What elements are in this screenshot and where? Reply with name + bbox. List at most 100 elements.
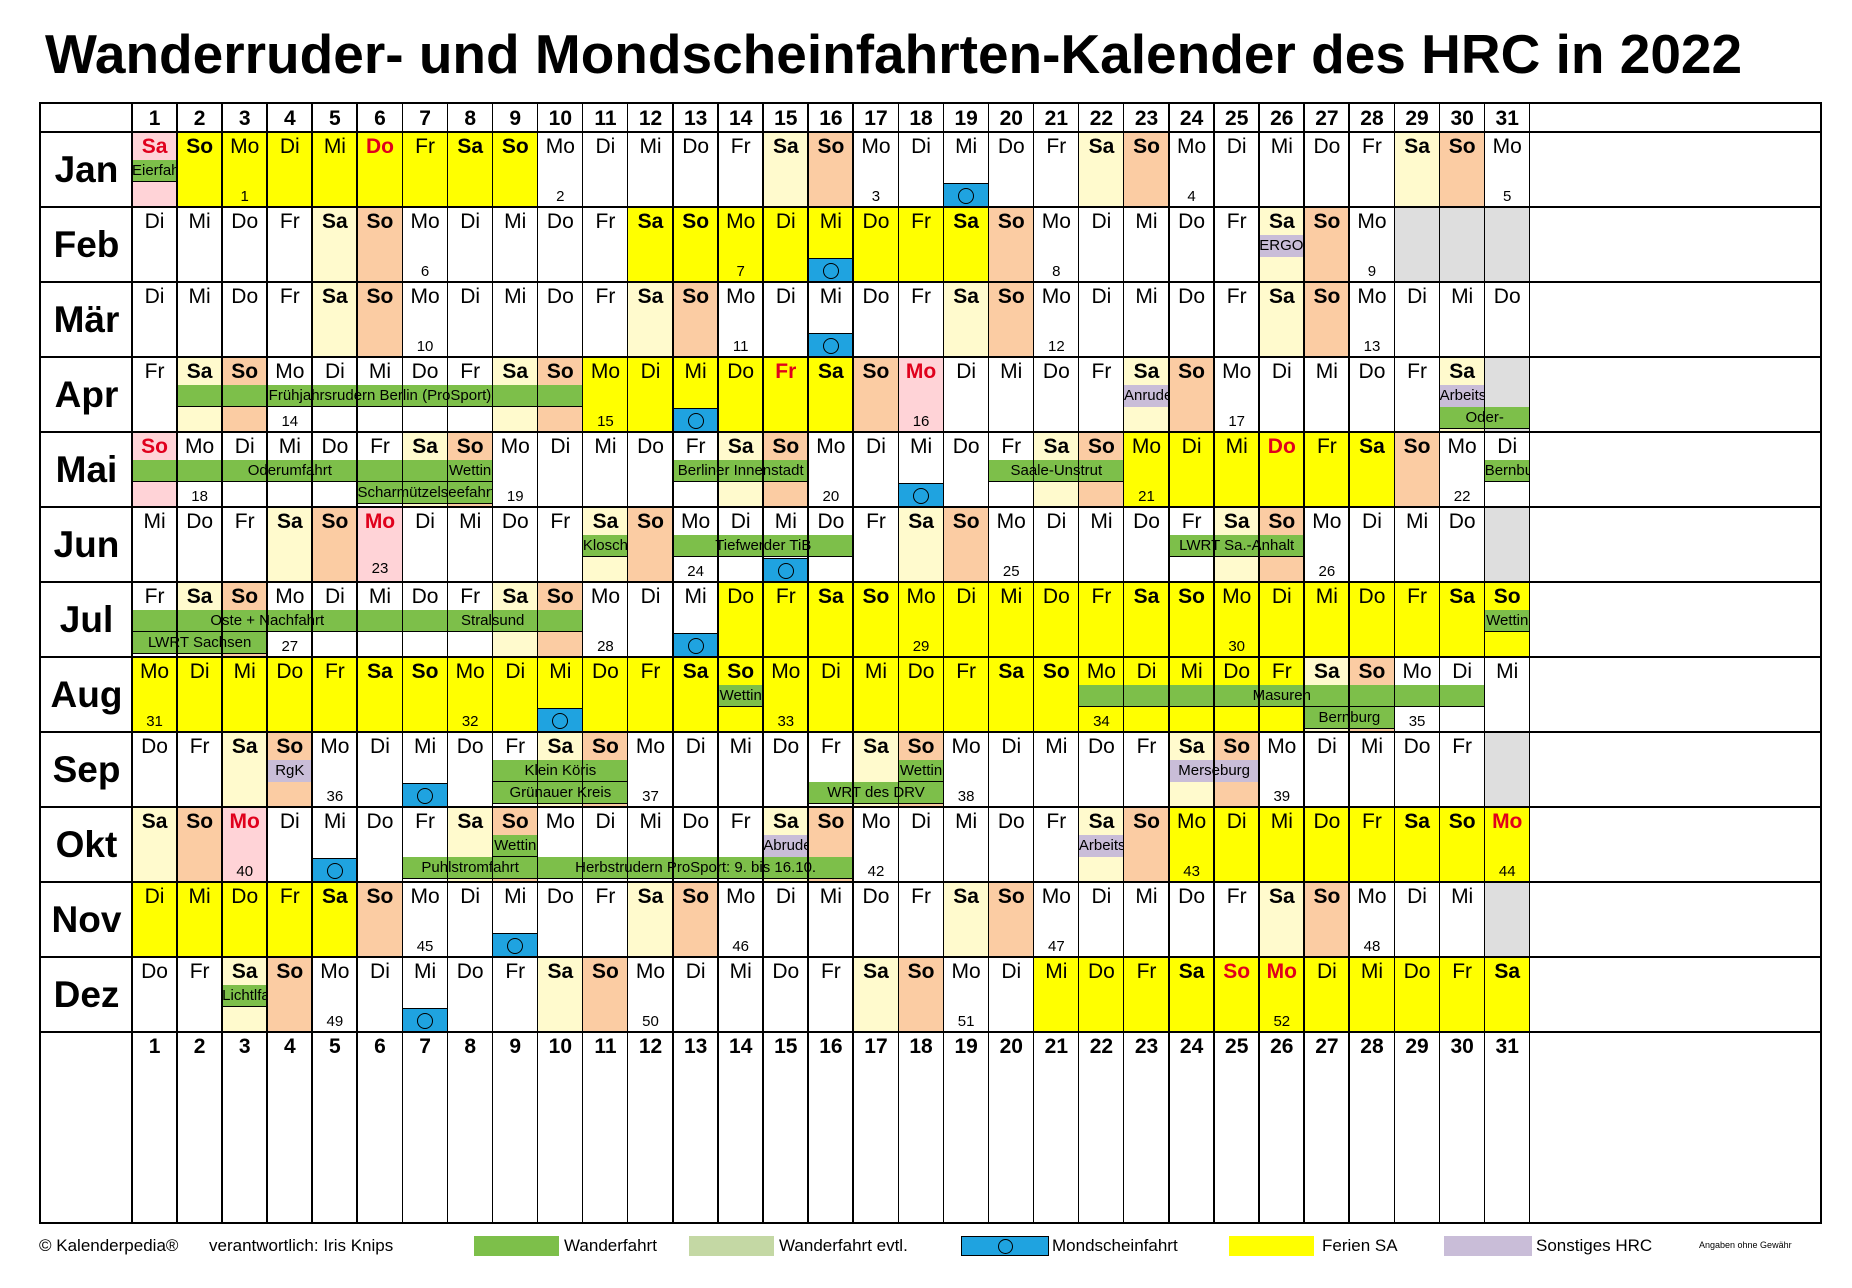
day-cell[interactable]: Sa — [312, 207, 358, 282]
day-cell[interactable]: Di — [1259, 357, 1305, 432]
day-cell[interactable]: Mo 37 — [627, 732, 674, 807]
day-cell[interactable]: Sa — [312, 282, 358, 357]
day-cell[interactable]: Fr — [898, 207, 944, 282]
day-cell[interactable]: Fr — [582, 882, 628, 957]
day-cell[interactable]: Sa — [898, 507, 944, 582]
day-cell[interactable]: Sa — [808, 582, 854, 657]
day-cell[interactable]: Di — [673, 732, 719, 807]
day-cell[interactable]: Mo 11 — [718, 282, 764, 357]
event-bar[interactable]: RgK — [267, 760, 313, 782]
day-cell[interactable]: So — [988, 882, 1034, 957]
day-cell[interactable]: So — [1169, 582, 1215, 657]
day-cell[interactable]: Sa — [627, 282, 674, 357]
day-cell[interactable]: Mo 28 — [582, 582, 628, 657]
event-bar[interactable]: Grünauer Kreis — [492, 782, 628, 804]
day-cell[interactable]: Fr — [402, 132, 448, 207]
day-cell[interactable]: Fr — [763, 357, 809, 432]
day-cell[interactable]: Fr — [1033, 807, 1079, 882]
day-cell[interactable]: Sa — [1259, 882, 1305, 957]
day-cell[interactable]: Do — [177, 507, 223, 582]
day-cell[interactable]: Sa — [267, 507, 313, 582]
day-cell[interactable]: Do — [988, 807, 1034, 882]
day-cell[interactable]: Mo 36 — [312, 732, 358, 807]
event-bar[interactable]: Herbstrudern ProSport: 9. bis 16.10. — [537, 857, 854, 879]
event-bar[interactable]: Eierfahrt — [132, 160, 178, 182]
day-cell[interactable]: So — [357, 882, 403, 957]
day-cell[interactable]: Fr — [718, 132, 764, 207]
day-cell[interactable]: Mo 44 — [1484, 807, 1530, 882]
day-cell[interactable]: Mo 12 — [1033, 282, 1079, 357]
day-cell[interactable]: Di — [763, 282, 809, 357]
day-cell[interactable]: So — [177, 132, 223, 207]
day-cell[interactable]: Do — [1123, 507, 1170, 582]
day-cell[interactable]: Fr — [1214, 882, 1260, 957]
day-cell[interactable]: Sa — [627, 882, 674, 957]
day-cell[interactable]: Fr — [1033, 132, 1079, 207]
day-cell[interactable]: Mo 26 — [1304, 507, 1350, 582]
day-cell[interactable]: Fr — [132, 357, 178, 432]
event-bar[interactable]: Saale-Unstrut — [988, 460, 1124, 482]
day-cell[interactable]: Mo 47 — [1033, 882, 1079, 957]
day-cell[interactable]: Fr — [1214, 282, 1260, 357]
day-cell[interactable]: Sa — [1394, 132, 1440, 207]
event-bar[interactable]: Bernbur — [1484, 460, 1530, 482]
event-bar[interactable]: Wettin — [447, 460, 493, 482]
day-cell[interactable]: Sa — [853, 957, 899, 1032]
day-cell[interactable]: Do — [357, 132, 403, 207]
day-cell[interactable]: Fr — [492, 957, 538, 1032]
day-cell[interactable]: Sa — [1078, 132, 1124, 207]
day-cell[interactable]: So — [312, 507, 358, 582]
day-cell[interactable]: Do — [853, 882, 899, 957]
day-cell[interactable]: Mo 21 — [1123, 432, 1170, 507]
day-cell[interactable]: Mi — [492, 282, 538, 357]
day-cell[interactable]: So — [1439, 807, 1485, 882]
day-cell[interactable]: Fr — [1214, 207, 1260, 282]
day-cell[interactable]: Do — [222, 282, 268, 357]
day-cell[interactable]: So — [988, 282, 1034, 357]
day-cell[interactable]: So — [673, 882, 719, 957]
day-cell[interactable]: Sa — [1259, 282, 1305, 357]
day-cell[interactable]: Do — [1169, 282, 1215, 357]
day-cell[interactable]: Di — [537, 432, 583, 507]
day-cell[interactable]: Fr — [898, 882, 944, 957]
day-cell[interactable]: Mo 8 — [1033, 207, 1079, 282]
day-cell[interactable]: Mi — [132, 507, 178, 582]
event-bar[interactable]: Wettin — [718, 685, 764, 707]
day-cell[interactable]: Do — [1349, 582, 1395, 657]
day-cell[interactable]: Sa — [1484, 957, 1530, 1032]
day-cell[interactable]: Mi — [1259, 132, 1305, 207]
day-cell[interactable]: Do — [853, 282, 899, 357]
day-cell[interactable]: Di — [357, 957, 403, 1032]
day-cell[interactable]: Sa — [988, 657, 1034, 732]
day-cell[interactable]: Mi — [177, 207, 223, 282]
day-cell[interactable]: Sa — [1349, 432, 1395, 507]
event-bar[interactable]: Arbeitseinsatz — [1439, 385, 1485, 407]
day-cell[interactable]: Mo 17 — [1214, 357, 1260, 432]
day-cell[interactable]: Do — [1259, 432, 1305, 507]
day-cell[interactable]: Do — [1394, 957, 1440, 1032]
day-cell[interactable]: Fr — [267, 207, 313, 282]
day-cell[interactable]: Sa — [808, 357, 854, 432]
day-cell[interactable]: So — [402, 657, 448, 732]
day-cell[interactable]: So — [357, 207, 403, 282]
day-cell[interactable]: Mo 2 — [537, 132, 583, 207]
day-cell[interactable]: Di — [447, 282, 493, 357]
day-cell[interactable]: Di — [447, 882, 493, 957]
day-cell[interactable]: Do — [222, 207, 268, 282]
day-cell[interactable]: Sa — [943, 882, 989, 957]
day-cell[interactable]: Di — [402, 507, 448, 582]
day-cell[interactable]: Mo 6 — [402, 207, 448, 282]
day-cell[interactable]: Mo 38 — [943, 732, 989, 807]
day-cell[interactable]: So — [267, 957, 313, 1032]
day-cell[interactable]: Mo 33 — [763, 657, 809, 732]
day-cell[interactable]: Mo 10 — [402, 282, 448, 357]
day-cell[interactable]: Di — [988, 957, 1034, 1032]
day-cell[interactable]: Fr — [1394, 582, 1440, 657]
day-cell[interactable]: Fr — [898, 282, 944, 357]
day-cell[interactable]: Di — [898, 132, 944, 207]
day-cell[interactable]: Do — [718, 357, 764, 432]
day-cell[interactable]: Mo 40 — [222, 807, 268, 882]
day-cell[interactable]: Fr — [1123, 957, 1170, 1032]
day-cell[interactable]: Sa — [537, 957, 583, 1032]
day-cell[interactable]: Do — [537, 882, 583, 957]
